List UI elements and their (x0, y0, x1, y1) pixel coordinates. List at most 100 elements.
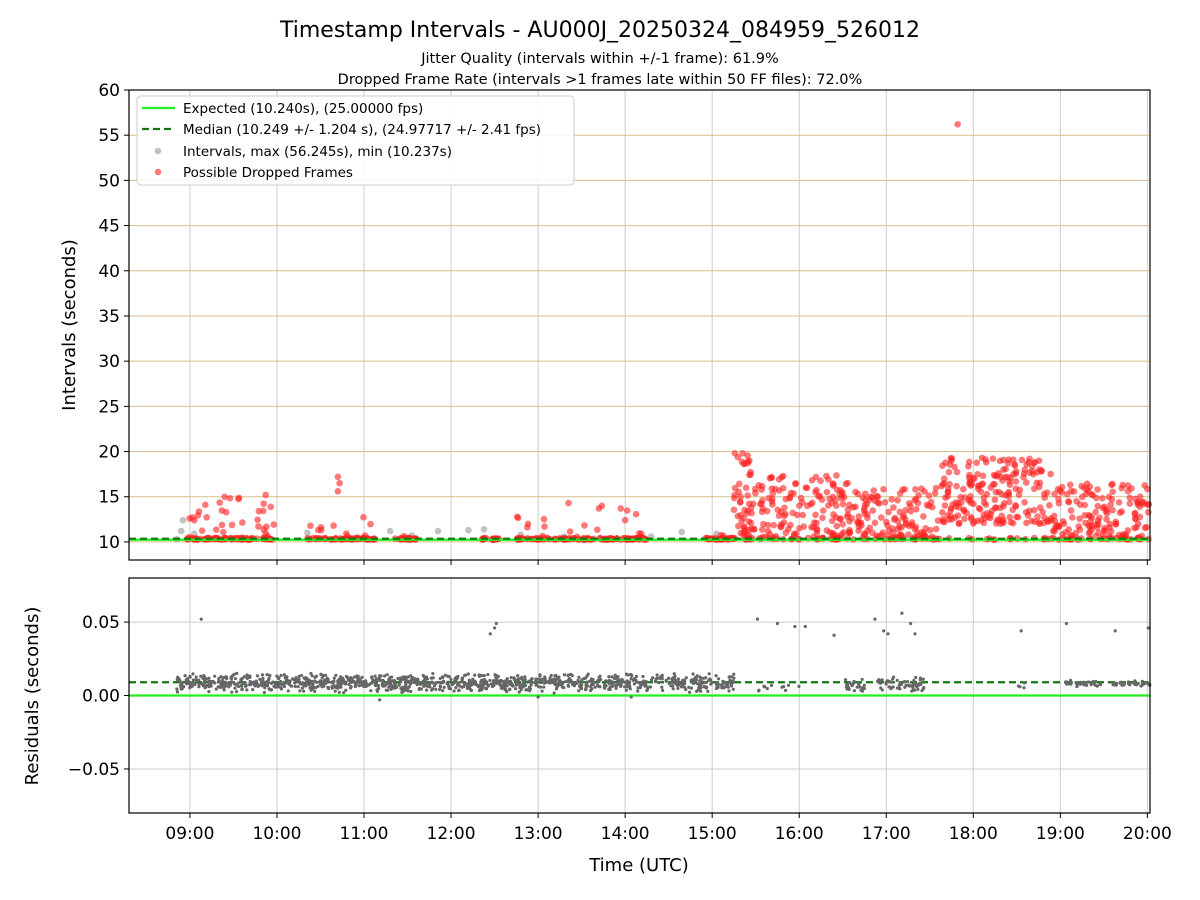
residual-point (588, 688, 593, 693)
dropped-frame-point (1080, 484, 1088, 491)
residual-point (321, 682, 325, 686)
dropped-frame-point (938, 509, 946, 516)
dropped-frame-point (1076, 515, 1083, 522)
dropped-frame-point (1030, 485, 1038, 493)
residual-point (584, 684, 588, 688)
dropped-frame-point (1025, 458, 1032, 466)
dropped-frame-point (1141, 524, 1149, 532)
dropped-frame-point (955, 520, 963, 528)
residual-point (416, 678, 420, 682)
residual-point (513, 687, 518, 691)
residual-point (424, 688, 429, 692)
dropped-frame-point (953, 468, 961, 476)
dropped-frame-point (766, 474, 774, 482)
dropped-frame-point (1028, 517, 1035, 525)
residual-point (240, 687, 244, 691)
dropped-frame-point (978, 454, 986, 462)
residual-point (705, 685, 709, 689)
residual-point (441, 675, 445, 680)
dropped-frame-point (991, 496, 999, 504)
top-y-tick-label: 25 (98, 397, 120, 417)
residual-point (655, 676, 659, 680)
dropped-frame-point (931, 490, 939, 497)
residual-point (480, 673, 484, 678)
dropped-frame-point (912, 506, 920, 513)
x-tick-label: 19:00 (1036, 824, 1085, 844)
residual-point (474, 682, 478, 687)
dropped-frame-point (1021, 498, 1028, 506)
dropped-frame-point (1067, 507, 1075, 514)
dropped-frame-point (839, 521, 846, 528)
residual-point (1140, 683, 1144, 687)
residual-point (646, 685, 650, 689)
dropped-frame-point (1145, 500, 1153, 508)
dropped-frame-point (260, 500, 268, 507)
residual-point (516, 678, 521, 682)
residual-point (188, 686, 192, 690)
residual-point (671, 676, 675, 680)
dropped-frame-point (1103, 515, 1110, 523)
residual-point (347, 682, 351, 687)
dropped-frame-point (617, 505, 625, 512)
residual-point (569, 679, 573, 683)
dropped-frame-point (782, 495, 790, 503)
dropped-frame-point (1106, 524, 1113, 531)
dropped-frame-point (541, 523, 548, 530)
residual-point (386, 688, 390, 692)
residual-point (512, 676, 516, 680)
residual-point (301, 681, 305, 685)
dropped-frame-point (961, 494, 969, 501)
residual-point (643, 680, 647, 685)
residual-point (661, 688, 665, 692)
residual-point (194, 675, 198, 679)
residual-point (364, 684, 368, 688)
residual-point (727, 675, 731, 679)
residual-point (523, 678, 527, 682)
residual-point (234, 690, 239, 694)
residual-point (523, 675, 527, 679)
bottom-y-ticks: 0.05 0.00 −0.05 (68, 613, 129, 780)
dropped-frame-point (1145, 508, 1152, 516)
residual-point (319, 672, 323, 677)
dropped-frame-point (838, 491, 846, 498)
dropped-frame-point (595, 505, 603, 512)
chart-subtitle-jitter: Jitter Quality (intervals within +/-1 fr… (420, 51, 779, 67)
residual-point (549, 673, 553, 678)
residual-point (574, 681, 578, 686)
residual-point (860, 689, 865, 693)
residual-point (381, 681, 385, 685)
dropped-frame-point (1012, 478, 1020, 485)
dropped-frame-point (334, 488, 342, 495)
residual-point (469, 688, 474, 693)
residual-point (608, 685, 612, 689)
residual-point (479, 680, 483, 684)
residual-point (488, 678, 492, 683)
dropped-frame-point (360, 514, 367, 521)
dropped-frame-point (1126, 500, 1134, 507)
residual-point (319, 680, 323, 684)
top-y-tick-label: 20 (98, 443, 120, 463)
dropped-frame-point (913, 529, 921, 536)
residual-point (597, 680, 601, 684)
residual-point (641, 674, 645, 679)
dropped-frame-point (787, 489, 795, 497)
residual-point (409, 674, 413, 678)
dropped-frame-point (1092, 508, 1099, 516)
dropped-frame-point (1065, 498, 1072, 505)
dropped-frame-point (780, 519, 788, 526)
dropped-frame-point (1055, 495, 1062, 503)
dropped-frame-point (1094, 517, 1102, 525)
dropped-frame-point (969, 520, 977, 527)
dropped-frame-point (748, 525, 755, 533)
dropped-frame-point (1107, 501, 1114, 508)
dropped-frame-point (799, 511, 807, 519)
dropped-frame-point (1051, 517, 1059, 525)
dropped-frame-point (1005, 488, 1013, 496)
residual-point (273, 681, 277, 685)
dropped-frame-point (752, 489, 759, 497)
top-plot-frame (128, 89, 1151, 561)
residual-point (562, 673, 567, 677)
x-tick-label: 11:00 (340, 824, 389, 844)
residual-point (538, 685, 543, 689)
x-tick-label: 15:00 (688, 824, 737, 844)
